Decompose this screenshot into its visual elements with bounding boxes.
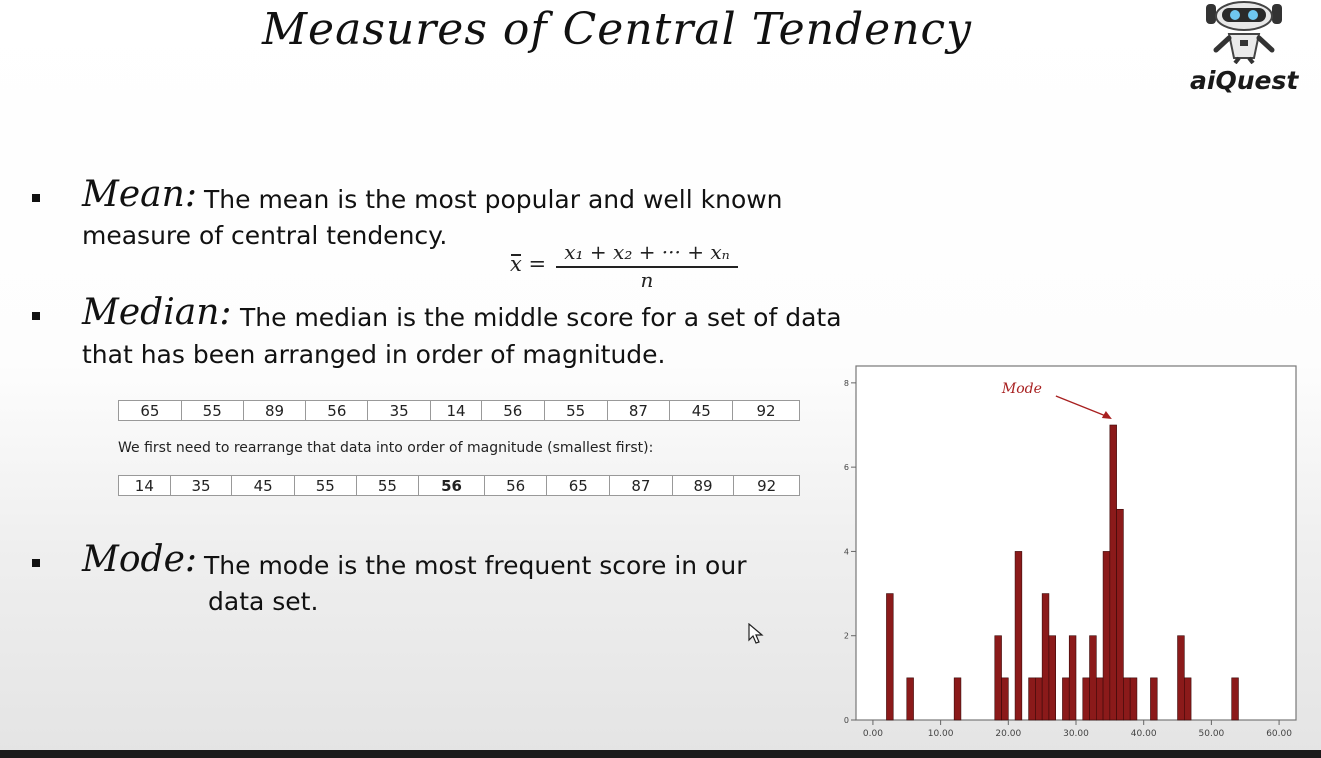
mode-arrowhead-icon <box>1101 411 1112 419</box>
rearrange-note: We first need to rearrange that data int… <box>118 440 654 456</box>
mean-desc-line1: The mean is the most popular and well kn… <box>204 185 783 214</box>
data-cell: 35 <box>368 401 432 420</box>
histogram-bar <box>1035 677 1043 721</box>
data-cell: 56 <box>482 401 545 420</box>
histogram-bar <box>1116 508 1124 721</box>
y-tick-label: 6 <box>844 463 849 472</box>
robot-icon <box>1206 1 1282 64</box>
histogram-bar <box>1123 677 1131 721</box>
x-bar: x <box>510 252 522 276</box>
data-cell: 56 <box>419 476 485 495</box>
sorted-data-row: 14 35 45 55 55 56 56 65 87 89 92 <box>118 475 800 496</box>
x-tick-label: 10.00 <box>928 729 954 739</box>
median-desc-line1: The median is the middle score for a set… <box>240 303 842 332</box>
formula-equals: = <box>521 252 547 276</box>
formula-lhs: x = <box>510 252 546 276</box>
term-median: Median: <box>82 292 232 333</box>
y-tick-label: 0 <box>844 716 849 725</box>
bullet-mode <box>32 559 40 567</box>
histogram-bar <box>906 677 914 721</box>
formula-denominator: n <box>640 268 654 292</box>
data-cell: 55 <box>295 476 357 495</box>
histogram-bar <box>1177 635 1185 721</box>
histogram-bar <box>1184 677 1192 721</box>
mode-desc-line2: data set. <box>208 587 319 616</box>
data-cell: 55 <box>182 401 244 420</box>
aiquest-logo: aiQuest <box>1190 0 1298 100</box>
histogram-bar <box>886 593 894 721</box>
x-tick-label: 50.00 <box>1199 729 1225 739</box>
x-tick-label: 60.00 <box>1266 729 1292 739</box>
histogram-bar <box>1014 551 1023 721</box>
x-tick-label: 20.00 <box>995 729 1021 739</box>
histogram-bar <box>1041 593 1050 721</box>
data-cell: 89 <box>673 476 735 495</box>
slide-title: Measures of Central Tendency <box>262 4 973 55</box>
histogram-bar <box>1150 677 1158 721</box>
data-cell: 55 <box>357 476 420 495</box>
x-tick-label: 40.00 <box>1131 729 1157 739</box>
data-cell: 55 <box>545 401 608 420</box>
mode-desc-line1: The mode is the most frequent score in o… <box>204 551 747 580</box>
histogram-bar <box>1048 635 1056 721</box>
mean-desc-line2: measure of central tendency. <box>82 221 448 250</box>
x-tick-label: 0.00 <box>863 729 883 739</box>
raw-data-row: 65 55 89 56 35 14 56 55 87 45 92 <box>118 400 800 421</box>
formula-numerator: x₁ + x₂ + ··· + xₙ <box>564 240 730 264</box>
y-tick-label: 4 <box>844 547 849 556</box>
data-cell: 92 <box>757 476 777 495</box>
median-desc-line2: that has been arranged in order of magni… <box>82 340 666 369</box>
y-tick-label: 8 <box>844 379 849 388</box>
histogram-bar <box>1129 677 1138 721</box>
data-cell: 56 <box>485 476 548 495</box>
data-cell: 45 <box>670 401 734 420</box>
data-cell: 45 <box>232 476 295 495</box>
mouse-cursor-icon <box>748 623 764 644</box>
histogram-bar <box>1082 677 1090 721</box>
histogram-bar <box>994 635 1002 721</box>
histogram-bar <box>953 677 962 721</box>
bullet-mean <box>32 194 40 202</box>
term-mean: Mean: <box>82 174 197 215</box>
mode-annotation-arrow <box>1055 395 1107 417</box>
logo-text: aiQuest <box>1190 66 1299 95</box>
mode-annotation-label: Mode <box>1001 381 1042 397</box>
x-tick-label: 30.00 <box>1063 729 1089 739</box>
term-mode: Mode: <box>82 539 198 580</box>
fraction-bar <box>556 266 738 268</box>
y-tick-label: 2 <box>844 632 849 641</box>
data-cell: 87 <box>610 476 673 495</box>
histogram-bar <box>1109 424 1117 721</box>
data-cell: 89 <box>244 401 307 420</box>
histogram-bar <box>1062 677 1070 721</box>
histogram-bar <box>1102 551 1111 721</box>
histogram-bar <box>1231 677 1239 721</box>
data-cell: 65 <box>119 401 182 420</box>
histogram-bar <box>1089 635 1097 721</box>
mode-histogram: 0 2 4 6 8 0.00 10.00 20.00 30.00 40.00 50.00 60.00 M… <box>844 365 1297 739</box>
data-cell: 56 <box>306 401 369 420</box>
histogram-bar <box>1028 677 1036 721</box>
bullet-median <box>32 312 40 320</box>
histogram-bar <box>1068 635 1077 721</box>
data-cell: 65 <box>547 476 611 495</box>
data-cell: 35 <box>171 476 233 495</box>
data-cell: 87 <box>608 401 671 420</box>
histogram-bar <box>1096 677 1104 721</box>
histogram-bar <box>1001 677 1009 721</box>
data-cell: 14 <box>431 401 482 420</box>
bottom-bar <box>0 750 1321 758</box>
data-cell: 14 <box>119 476 171 495</box>
data-cell: 92 <box>756 401 776 420</box>
